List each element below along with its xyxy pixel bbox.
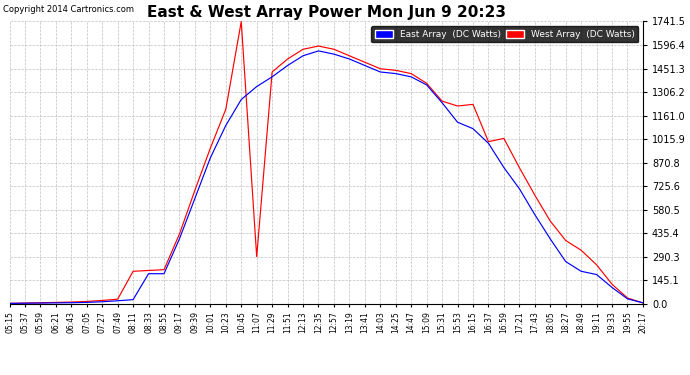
Text: Copyright 2014 Cartronics.com: Copyright 2014 Cartronics.com — [3, 4, 134, 13]
Legend: East Array  (DC Watts), West Array  (DC Watts): East Array (DC Watts), West Array (DC Wa… — [371, 26, 638, 42]
Title: East & West Array Power Mon Jun 9 20:23: East & West Array Power Mon Jun 9 20:23 — [147, 5, 506, 20]
